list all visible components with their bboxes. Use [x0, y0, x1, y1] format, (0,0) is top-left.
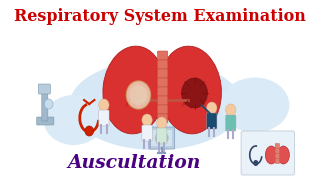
FancyBboxPatch shape — [275, 154, 279, 159]
Circle shape — [253, 160, 258, 166]
Ellipse shape — [103, 46, 165, 134]
Ellipse shape — [44, 95, 104, 145]
Circle shape — [130, 85, 147, 105]
FancyBboxPatch shape — [275, 148, 279, 154]
FancyBboxPatch shape — [157, 78, 168, 87]
FancyBboxPatch shape — [38, 84, 51, 94]
Text: Auscultation: Auscultation — [68, 154, 201, 172]
FancyBboxPatch shape — [157, 105, 168, 114]
Circle shape — [156, 117, 167, 129]
Circle shape — [226, 104, 236, 116]
FancyBboxPatch shape — [226, 115, 236, 131]
FancyBboxPatch shape — [157, 69, 168, 78]
Circle shape — [85, 126, 93, 136]
FancyBboxPatch shape — [156, 128, 167, 144]
Ellipse shape — [265, 146, 277, 164]
FancyBboxPatch shape — [275, 143, 279, 148]
Circle shape — [126, 81, 150, 109]
Ellipse shape — [181, 78, 207, 108]
FancyBboxPatch shape — [157, 96, 168, 105]
FancyBboxPatch shape — [157, 60, 168, 69]
Ellipse shape — [277, 146, 289, 164]
Ellipse shape — [159, 46, 221, 134]
FancyBboxPatch shape — [157, 87, 168, 96]
FancyBboxPatch shape — [142, 125, 152, 141]
FancyBboxPatch shape — [36, 117, 54, 125]
Ellipse shape — [69, 60, 242, 150]
Circle shape — [207, 102, 217, 114]
FancyBboxPatch shape — [149, 127, 175, 149]
Text: Respiratory System Examination: Respiratory System Examination — [14, 8, 306, 24]
FancyBboxPatch shape — [275, 159, 279, 163]
FancyBboxPatch shape — [99, 110, 109, 126]
Circle shape — [99, 99, 109, 111]
FancyBboxPatch shape — [241, 131, 295, 175]
FancyBboxPatch shape — [157, 114, 168, 123]
Ellipse shape — [162, 133, 169, 143]
FancyBboxPatch shape — [157, 51, 168, 60]
FancyBboxPatch shape — [42, 89, 48, 121]
Ellipse shape — [220, 78, 289, 132]
Ellipse shape — [155, 133, 162, 143]
Circle shape — [44, 99, 53, 109]
FancyBboxPatch shape — [151, 130, 172, 146]
Circle shape — [142, 114, 152, 126]
FancyBboxPatch shape — [207, 113, 217, 129]
